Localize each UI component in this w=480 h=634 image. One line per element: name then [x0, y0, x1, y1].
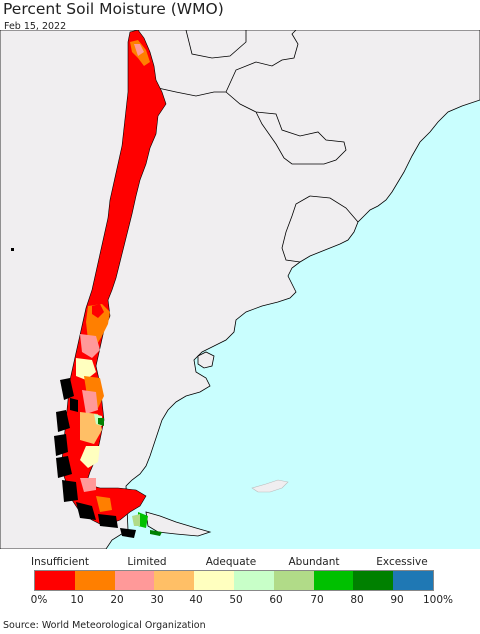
legend-tick-50: 50 — [229, 594, 243, 606]
moisture-patch-magellan-orange — [96, 496, 112, 512]
moisture-patch-tdf-green — [138, 512, 148, 528]
southern-islands — [54, 378, 136, 538]
soil-moisture-map — [0, 29, 480, 550]
moisture-patch-tdf-light-green — [132, 514, 140, 526]
legend-colorbar — [34, 570, 434, 591]
legend-category-abundant: Abundant — [288, 556, 340, 568]
legend-tick-60: 60 — [269, 594, 283, 606]
moisture-patch-dark-green — [98, 418, 104, 426]
legend-tick-40: 40 — [189, 594, 203, 606]
moisture-patch-pink — [80, 334, 100, 358]
legend-tick-100: 100% — [422, 594, 454, 606]
small-island — [11, 248, 14, 251]
moisture-patch-central-red — [92, 304, 104, 318]
moisture-patch-magellan-pink — [80, 478, 96, 492]
legend-tick-80: 80 — [350, 594, 364, 606]
legend-tick-30: 30 — [150, 594, 164, 606]
legend-tick-0: 0% — [30, 594, 48, 606]
legend-tick-10: 10 — [70, 594, 84, 606]
legend-category-adequate: Adequate — [205, 556, 257, 568]
tierra-del-fuego-east — [145, 511, 212, 537]
legend-swatch-1 — [74, 571, 115, 590]
legend: Insufficient Limited Adequate Abundant E… — [0, 550, 480, 614]
legend-swatch-6 — [273, 571, 314, 590]
source-credit: Source: World Meteorological Organizatio… — [3, 620, 206, 631]
legend-tick-90: 90 — [390, 594, 404, 606]
legend-category-excessive: Excessive — [376, 556, 428, 568]
legend-category-insufficient: Insufficient — [31, 556, 89, 568]
moisture-patch-south-pink — [82, 390, 98, 414]
valdes-peninsula — [197, 351, 215, 369]
legend-tick-20: 20 — [110, 594, 124, 606]
moisture-patch-north-pink — [134, 44, 144, 56]
legend-swatch-4 — [194, 571, 234, 590]
legend-tick-70: 70 — [310, 594, 324, 606]
legend-swatch-3 — [154, 571, 195, 590]
legend-swatch-5 — [233, 571, 274, 590]
legend-swatch-0 — [35, 571, 75, 590]
falkland-islands — [251, 479, 289, 493]
moisture-patch-yellow — [76, 358, 96, 380]
map-title: Percent Soil Moisture (WMO) — [3, 0, 224, 18]
legend-swatch-2 — [114, 571, 155, 590]
legend-category-limited: Limited — [127, 556, 167, 568]
legend-swatch-8 — [353, 571, 394, 590]
map-date: Feb 15, 2022 — [4, 21, 67, 32]
moisture-patch-south-yellow — [80, 446, 100, 468]
legend-swatch-7 — [313, 571, 354, 590]
moisture-patch-tdf-dark-green — [150, 530, 162, 536]
internal-borders — [157, 29, 359, 263]
legend-swatch-9 — [393, 571, 433, 590]
